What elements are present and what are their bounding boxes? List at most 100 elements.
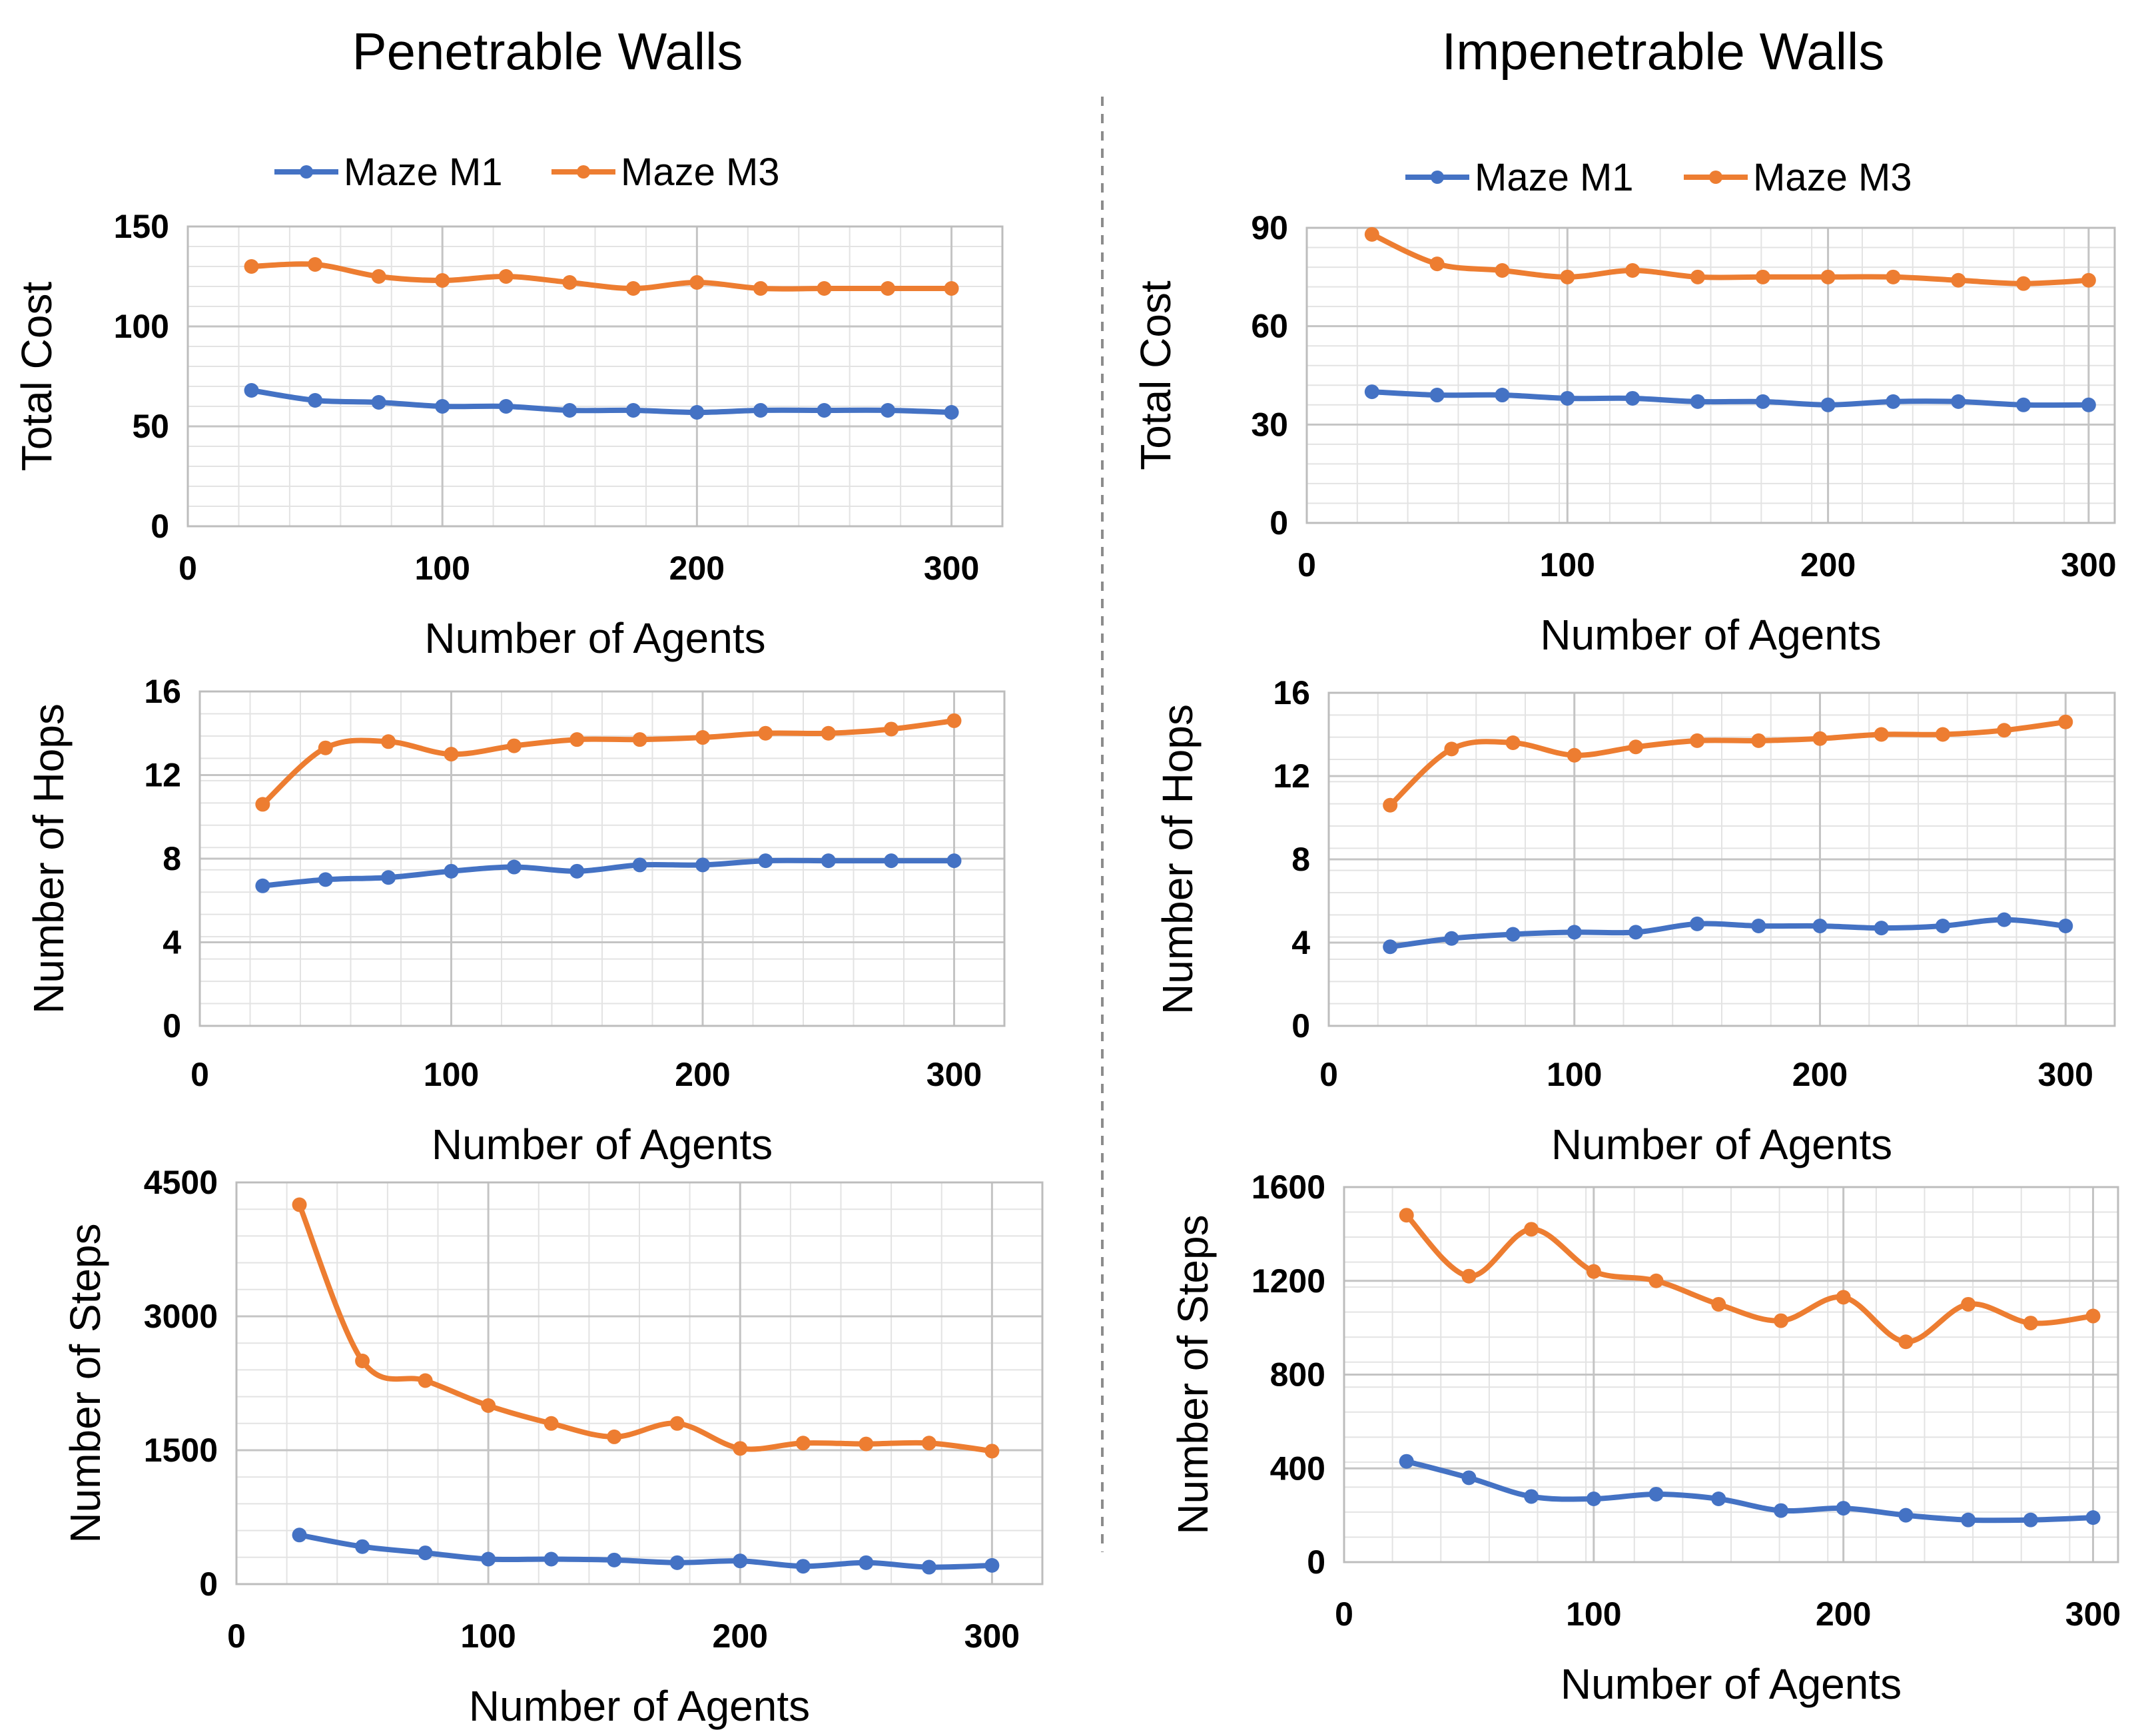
plot-grid: [1344, 1186, 2118, 1562]
data-point-maze-m3: [381, 734, 396, 749]
x-axis-label: Number of Agents: [469, 1682, 810, 1730]
data-point-maze-m3: [1898, 1334, 1914, 1350]
data-point-maze-m1: [1628, 925, 1643, 940]
data-point-maze-m1: [2081, 397, 2096, 412]
data-point-maze-m3: [255, 797, 270, 812]
y-tick-label: 0: [151, 508, 169, 545]
series-line-maze-m3: [1387, 719, 2069, 808]
x-tick-label: 0: [190, 1056, 209, 1093]
x-tick-label: 300: [2038, 1056, 2093, 1093]
data-point-maze-m3: [1812, 731, 1828, 746]
y-axis-label: Total Cost: [1132, 280, 1180, 470]
data-point-maze-m3: [1364, 226, 1379, 242]
data-point-maze-m1: [625, 403, 641, 418]
data-point-maze-m1: [921, 1559, 936, 1575]
x-axis-label: Number of Agents: [1551, 1120, 1892, 1168]
data-point-maze-m1: [695, 857, 710, 873]
data-point-maze-m1: [1461, 1470, 1477, 1486]
x-tick-label: 200: [713, 1617, 768, 1655]
x-axis-label: Number of Agents: [1561, 1660, 1902, 1708]
data-point-maze-m3: [1560, 269, 1575, 284]
data-point-maze-m1: [381, 870, 396, 885]
data-point-maze-m3: [1399, 1208, 1414, 1223]
plot-frame: [1305, 226, 2116, 524]
data-point-maze-m1: [753, 403, 768, 418]
data-point-maze-m1: [1648, 1486, 1664, 1502]
data-point-maze-m1: [355, 1539, 370, 1554]
series-line-maze-m1: [296, 1532, 995, 1570]
data-point-maze-m3: [2085, 1308, 2101, 1324]
data-point-maze-m3: [1383, 797, 1398, 813]
data-point-maze-m3: [1505, 735, 1521, 750]
data-point-maze-m1: [884, 853, 899, 869]
series-maze-m3: [1399, 1208, 2101, 1350]
series-line-maze-m3: [260, 717, 957, 807]
data-point-maze-m3: [607, 1429, 622, 1444]
data-point-maze-m1: [1505, 927, 1521, 942]
plot-frame: [198, 690, 1006, 1027]
y-tick-label: 50: [132, 408, 169, 445]
data-point-maze-m3: [2016, 276, 2031, 291]
plot-grid: [200, 690, 1004, 1026]
data-point-maze-m3: [562, 275, 577, 290]
data-point-maze-m1: [1711, 1491, 1726, 1506]
x-axis-label: Number of Agents: [432, 1120, 773, 1168]
y-tick-label: 90: [1251, 209, 1288, 246]
data-point-maze-m3: [884, 721, 899, 737]
data-point-maze-m3: [2023, 1316, 2038, 1331]
data-point-maze-m3: [1935, 727, 1950, 742]
x-tick-label: 300: [2061, 546, 2116, 584]
data-point-maze-m1: [1690, 916, 1705, 931]
data-point-maze-m3: [984, 1444, 1000, 1459]
x-tick-label: 300: [924, 550, 979, 587]
series-line-maze-m3: [296, 1202, 995, 1454]
data-point-maze-m1: [733, 1553, 748, 1569]
legend-marker-maze-m3: [577, 165, 590, 179]
data-point-maze-m1: [255, 878, 270, 893]
data-point-maze-m1: [1586, 1491, 1601, 1506]
series-line-maze-m3: [1369, 231, 2091, 286]
column-title-impenetrable: Impenetrable Walls: [1442, 22, 1885, 81]
plot-frame: [186, 225, 1004, 528]
data-point-maze-m3: [1690, 733, 1705, 748]
legend-label-maze-m3: Maze M3: [621, 151, 780, 194]
chart-steps-penetrable: 0 1500 3000 4500 0 100 200 300 Number of Agents N…: [61, 1164, 1044, 1730]
data-point-maze-m3: [2058, 714, 2073, 729]
series-maze-m3: [244, 257, 959, 296]
data-point-maze-m1: [607, 1552, 622, 1567]
x-tick-label: 0: [179, 550, 197, 587]
series-maze-m1: [1383, 912, 2073, 955]
data-point-maze-m1: [1997, 912, 2012, 927]
y-tick-label: 0: [1269, 504, 1288, 542]
data-point-maze-m3: [498, 269, 514, 284]
data-point-maze-m1: [1383, 939, 1398, 955]
y-axis-label: Number of Steps: [61, 1223, 109, 1543]
y-axis-label: Total Cost: [13, 282, 61, 472]
data-point-maze-m3: [1755, 269, 1770, 284]
data-point-maze-m1: [821, 853, 836, 869]
y-tick-label: 0: [163, 1007, 181, 1045]
y-tick-label: 16: [144, 673, 181, 710]
y-tick-label: 0: [1307, 1543, 1325, 1581]
data-point-maze-m3: [881, 281, 896, 296]
x-axis-label: Number of Agents: [1540, 611, 1881, 659]
data-point-maze-m1: [758, 853, 773, 869]
data-point-maze-m3: [1874, 727, 1889, 742]
y-tick-label: 60: [1251, 308, 1288, 345]
data-point-maze-m1: [2085, 1510, 2101, 1525]
chart-hops-impenetrable: 0 4 8 12 16 0 100 200 300 Number of Agents Number …: [1154, 674, 2116, 1168]
data-point-maze-m3: [1886, 269, 1901, 284]
chart-total-cost-impenetrable: 0 30 60 90 0 100 200 300 Number of Agents Total C…: [1132, 209, 2117, 659]
chart-steps-impenetrable: 0 400 800 1200 1600 0 100 200 300 Number of Agent…: [1169, 1168, 2121, 1708]
data-point-maze-m1: [244, 383, 259, 398]
data-point-maze-m3: [669, 1416, 685, 1431]
y-tick-label: 1200: [1252, 1262, 1325, 1300]
data-point-maze-m1: [946, 853, 962, 869]
y-tick-label: 800: [1270, 1356, 1325, 1394]
data-point-maze-m3: [859, 1436, 874, 1452]
data-point-maze-m1: [1951, 394, 1966, 409]
data-point-maze-m3: [1711, 1296, 1726, 1312]
y-tick-label: 0: [199, 1565, 218, 1603]
y-tick-label: 150: [114, 208, 169, 245]
y-tick-label: 8: [163, 840, 181, 877]
